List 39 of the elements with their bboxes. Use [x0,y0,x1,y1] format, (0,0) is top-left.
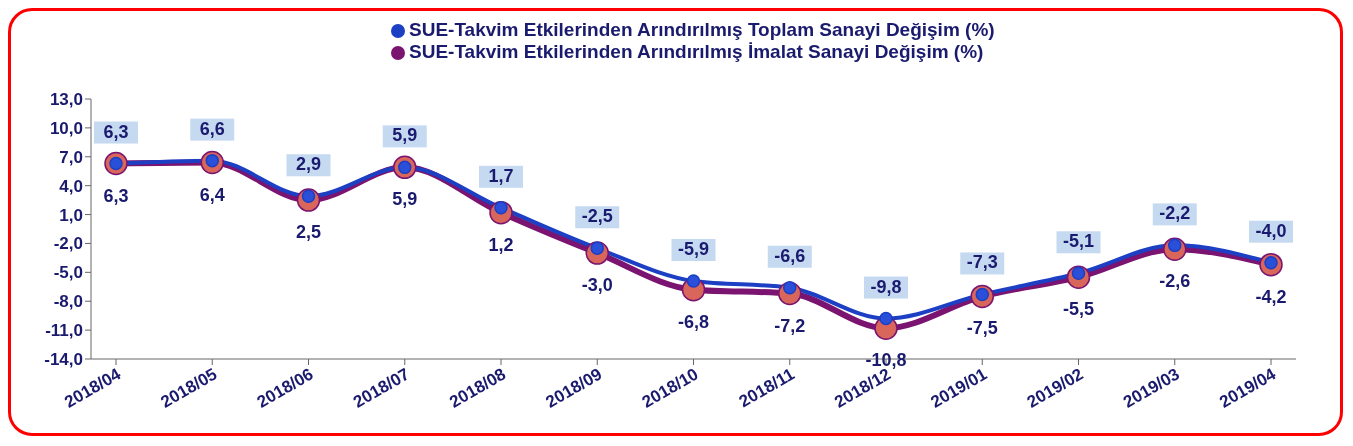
data-label: 2,9 [295,154,322,175]
legend-label: SUE-Takvim Etkilerinden Arındırılmış İmalat Sanayi Değişim (%) [409,41,984,62]
data-label: 6,3 [103,121,129,142]
data-label: -4,0 [1255,220,1287,241]
y-tick-label: -14,0 [44,350,83,370]
data-label: -6,6 [774,245,806,266]
y-tick-label: 7,0 [59,147,83,167]
y-tick-label: 10,0 [49,118,83,138]
data-label: 6,4 [199,184,225,205]
data-label: -2,6 [1159,271,1191,292]
data-label: 5,9 [392,189,418,210]
y-tick-label: 4,0 [59,176,83,196]
data-label: -5,5 [1062,299,1095,320]
y-tick-label: -8,0 [53,292,83,312]
data-label: -5,1 [1062,231,1095,252]
data-label: -7,3 [966,252,998,273]
y-tick-label: -2,0 [53,234,83,254]
data-label: -4,2 [1255,286,1287,307]
data-label: 1,2 [488,234,514,255]
y-tick-label: -5,0 [53,263,83,283]
y-tick-label: 1,0 [59,205,83,225]
data-label: 6,6 [199,118,225,139]
data-label: -2,5 [581,206,613,227]
data-label: 1,7 [488,165,514,186]
data-label: -9,8 [870,276,902,297]
legend-label: SUE-Takvim Etkilerinden Arındırılmış Toplam Sanayi Değişim (%) [409,19,995,40]
y-tick-label: 13,0 [49,90,83,110]
data-label: -6,8 [677,311,710,332]
data-label: -3,0 [581,275,613,296]
data-label: 6,3 [103,185,129,206]
data-label: -7,2 [774,315,806,336]
point [879,311,893,326]
data-label: -7,5 [966,318,998,339]
y-tick-label: -11,0 [45,321,83,341]
data-label: -2,2 [1159,203,1191,224]
data-label: -5,9 [677,239,710,259]
data-label: 5,9 [392,125,418,146]
point [686,274,701,288]
data-label: 2,5 [295,222,322,243]
